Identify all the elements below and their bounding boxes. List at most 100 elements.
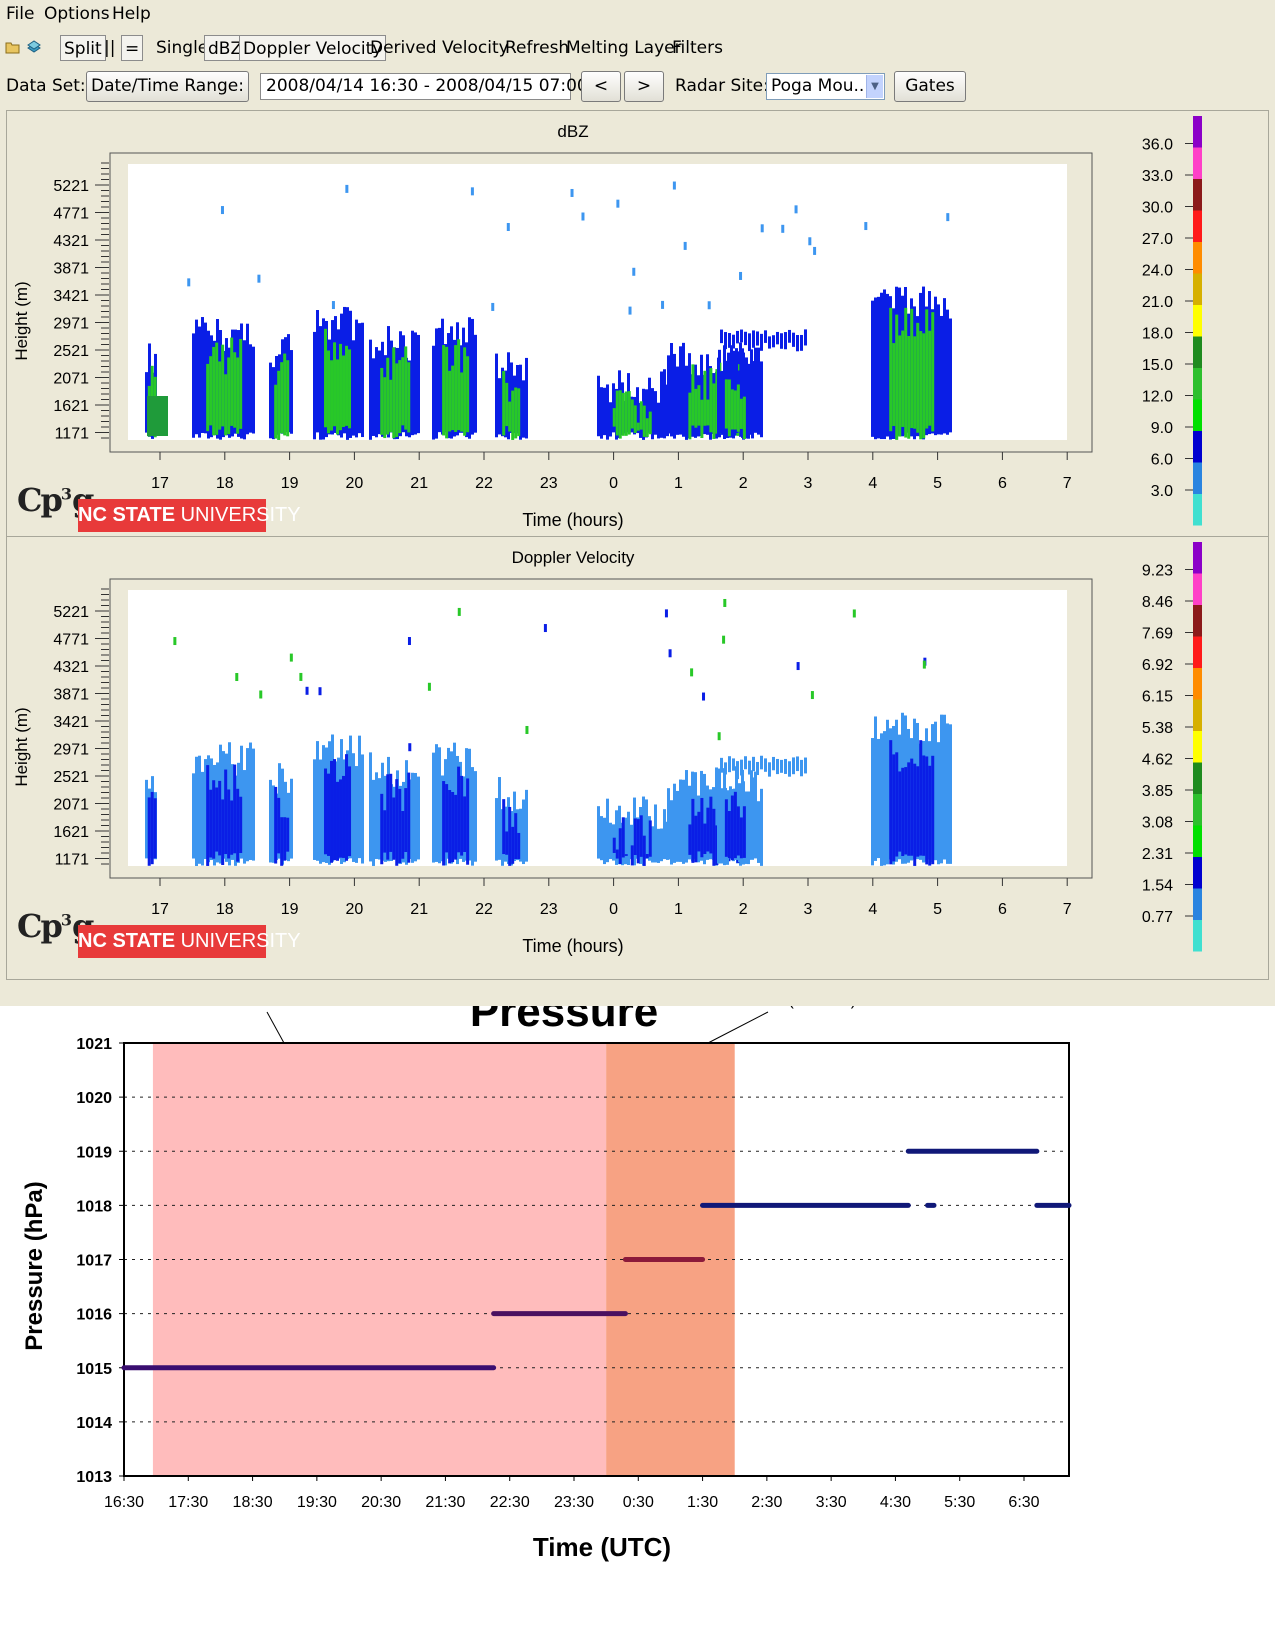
date-time-range-button[interactable]: Date/Time Range: [86,71,249,102]
echo-column [474,771,477,862]
echo-column [780,759,783,773]
x-tick-label: 23:30 [554,1494,594,1511]
echo-speckle [289,653,293,662]
doppler-velocity-button[interactable]: Doppler Velocity [239,35,387,61]
echo-column [871,300,874,437]
date-range-field[interactable]: 2008/04/14 16:30 - 2008/04/15 07:00 [260,73,588,100]
echo-column [723,345,726,439]
color-scale-label: 1.54 [1142,878,1173,895]
menu-help[interactable]: Help [112,4,151,24]
color-scale-label: 12.0 [1142,389,1173,406]
open-folder-icon[interactable] [5,39,21,55]
echo-column [525,789,528,862]
echo-core [401,357,405,426]
pause-button[interactable]: || [104,38,116,58]
echo-core [283,353,287,436]
echo-core [442,345,446,436]
echo-column [752,330,755,348]
echo-core [712,808,716,866]
echo-core [401,811,405,859]
x-tick-label: 18:30 [233,1494,273,1511]
echo-column [600,387,603,439]
echo-core [398,360,402,434]
echo-core [392,347,396,439]
echo-column [438,327,441,433]
echo-column [685,365,688,440]
filters-button[interactable]: Filters [672,38,723,58]
echo-column [720,757,723,773]
echo-column [757,347,760,435]
echo-core [162,396,165,436]
y-tick-label: 2071 [53,371,89,388]
echo-column [747,363,750,439]
echo-column [752,756,755,772]
echo-core [925,309,929,429]
echo-column [195,756,198,866]
x-tick-label: 5 [933,901,942,918]
echo-core [928,765,932,866]
echo-core [460,372,464,432]
derived-velocity-button[interactable]: Derived Velocity [370,38,509,58]
echo-column [800,334,803,351]
echo-column [378,350,381,435]
x-tick-label: 7 [1063,901,1072,918]
echo-core [230,800,234,855]
echo-column [874,297,877,440]
echo-core [919,740,923,856]
color-scale-segment [1193,336,1202,368]
layers-icon[interactable] [26,39,42,55]
echo-core [451,365,455,431]
echo-core [624,391,628,436]
melting-layer-button[interactable]: Melting Layer [566,38,682,58]
echo-column [269,779,272,863]
refresh-button[interactable]: Refresh [505,38,570,58]
x-tick-label: 22:30 [490,1494,530,1511]
echo-column [243,770,246,864]
color-scale-label: 18.0 [1142,326,1173,343]
echo-speckle [690,668,694,677]
dbz-panel: dBZ Height (m) Time (hours) 5221 4771 4321 387… [6,110,1269,554]
radar-site-select[interactable]: Poga Mou... ▼ [766,73,885,100]
echo-column [728,333,731,348]
echo-core [627,391,631,435]
echo-core [398,788,402,864]
echo-column [246,748,249,862]
gates-button[interactable]: Gates [894,71,966,102]
echo-column [432,752,435,863]
echo-core [457,339,461,431]
echo-core [898,771,902,852]
echo-core [386,357,390,435]
single-button[interactable]: Single [156,38,209,58]
echo-core [339,343,343,431]
previous-button[interactable]: < [581,71,621,102]
echo-core [502,371,506,436]
echo-column [495,798,498,861]
echo-speckle [739,271,743,280]
y-tick-label: 4771 [53,206,89,223]
echo-column [201,317,204,433]
echo-column [432,345,435,440]
echo-column [316,741,319,861]
echo-column [375,347,378,438]
menu-file[interactable]: File [6,4,35,24]
color-scale-segment [1193,273,1202,305]
echo-column [673,783,676,863]
echo-column [720,371,723,434]
echo-core [221,344,225,427]
x-tick-label: 17 [151,475,169,492]
chevron-down-icon[interactable]: ▼ [866,75,883,98]
menu-options[interactable]: Options [44,4,110,24]
echo-column [667,788,670,860]
color-scale-label: 6.92 [1142,657,1173,674]
echo-core [330,360,334,431]
echo-column [676,366,679,435]
echo-speckle [813,246,817,255]
plot-frame [109,152,1093,453]
next-button[interactable]: > [624,71,664,102]
echo-column [732,758,735,771]
split-button[interactable]: Split [60,35,106,61]
y-tick-label: 3421 [53,714,89,731]
echo-core [508,401,512,432]
equal-button[interactable]: = [121,35,144,61]
echo-core [286,360,290,437]
